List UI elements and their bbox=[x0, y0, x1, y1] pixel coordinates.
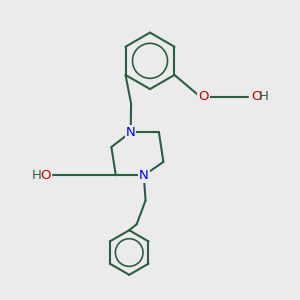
Text: H: H bbox=[32, 169, 41, 182]
Text: N: N bbox=[126, 126, 136, 139]
Text: O: O bbox=[198, 90, 209, 103]
Text: O: O bbox=[40, 169, 50, 182]
Text: O: O bbox=[251, 90, 262, 103]
Text: N: N bbox=[139, 169, 149, 182]
Text: H: H bbox=[259, 90, 269, 103]
